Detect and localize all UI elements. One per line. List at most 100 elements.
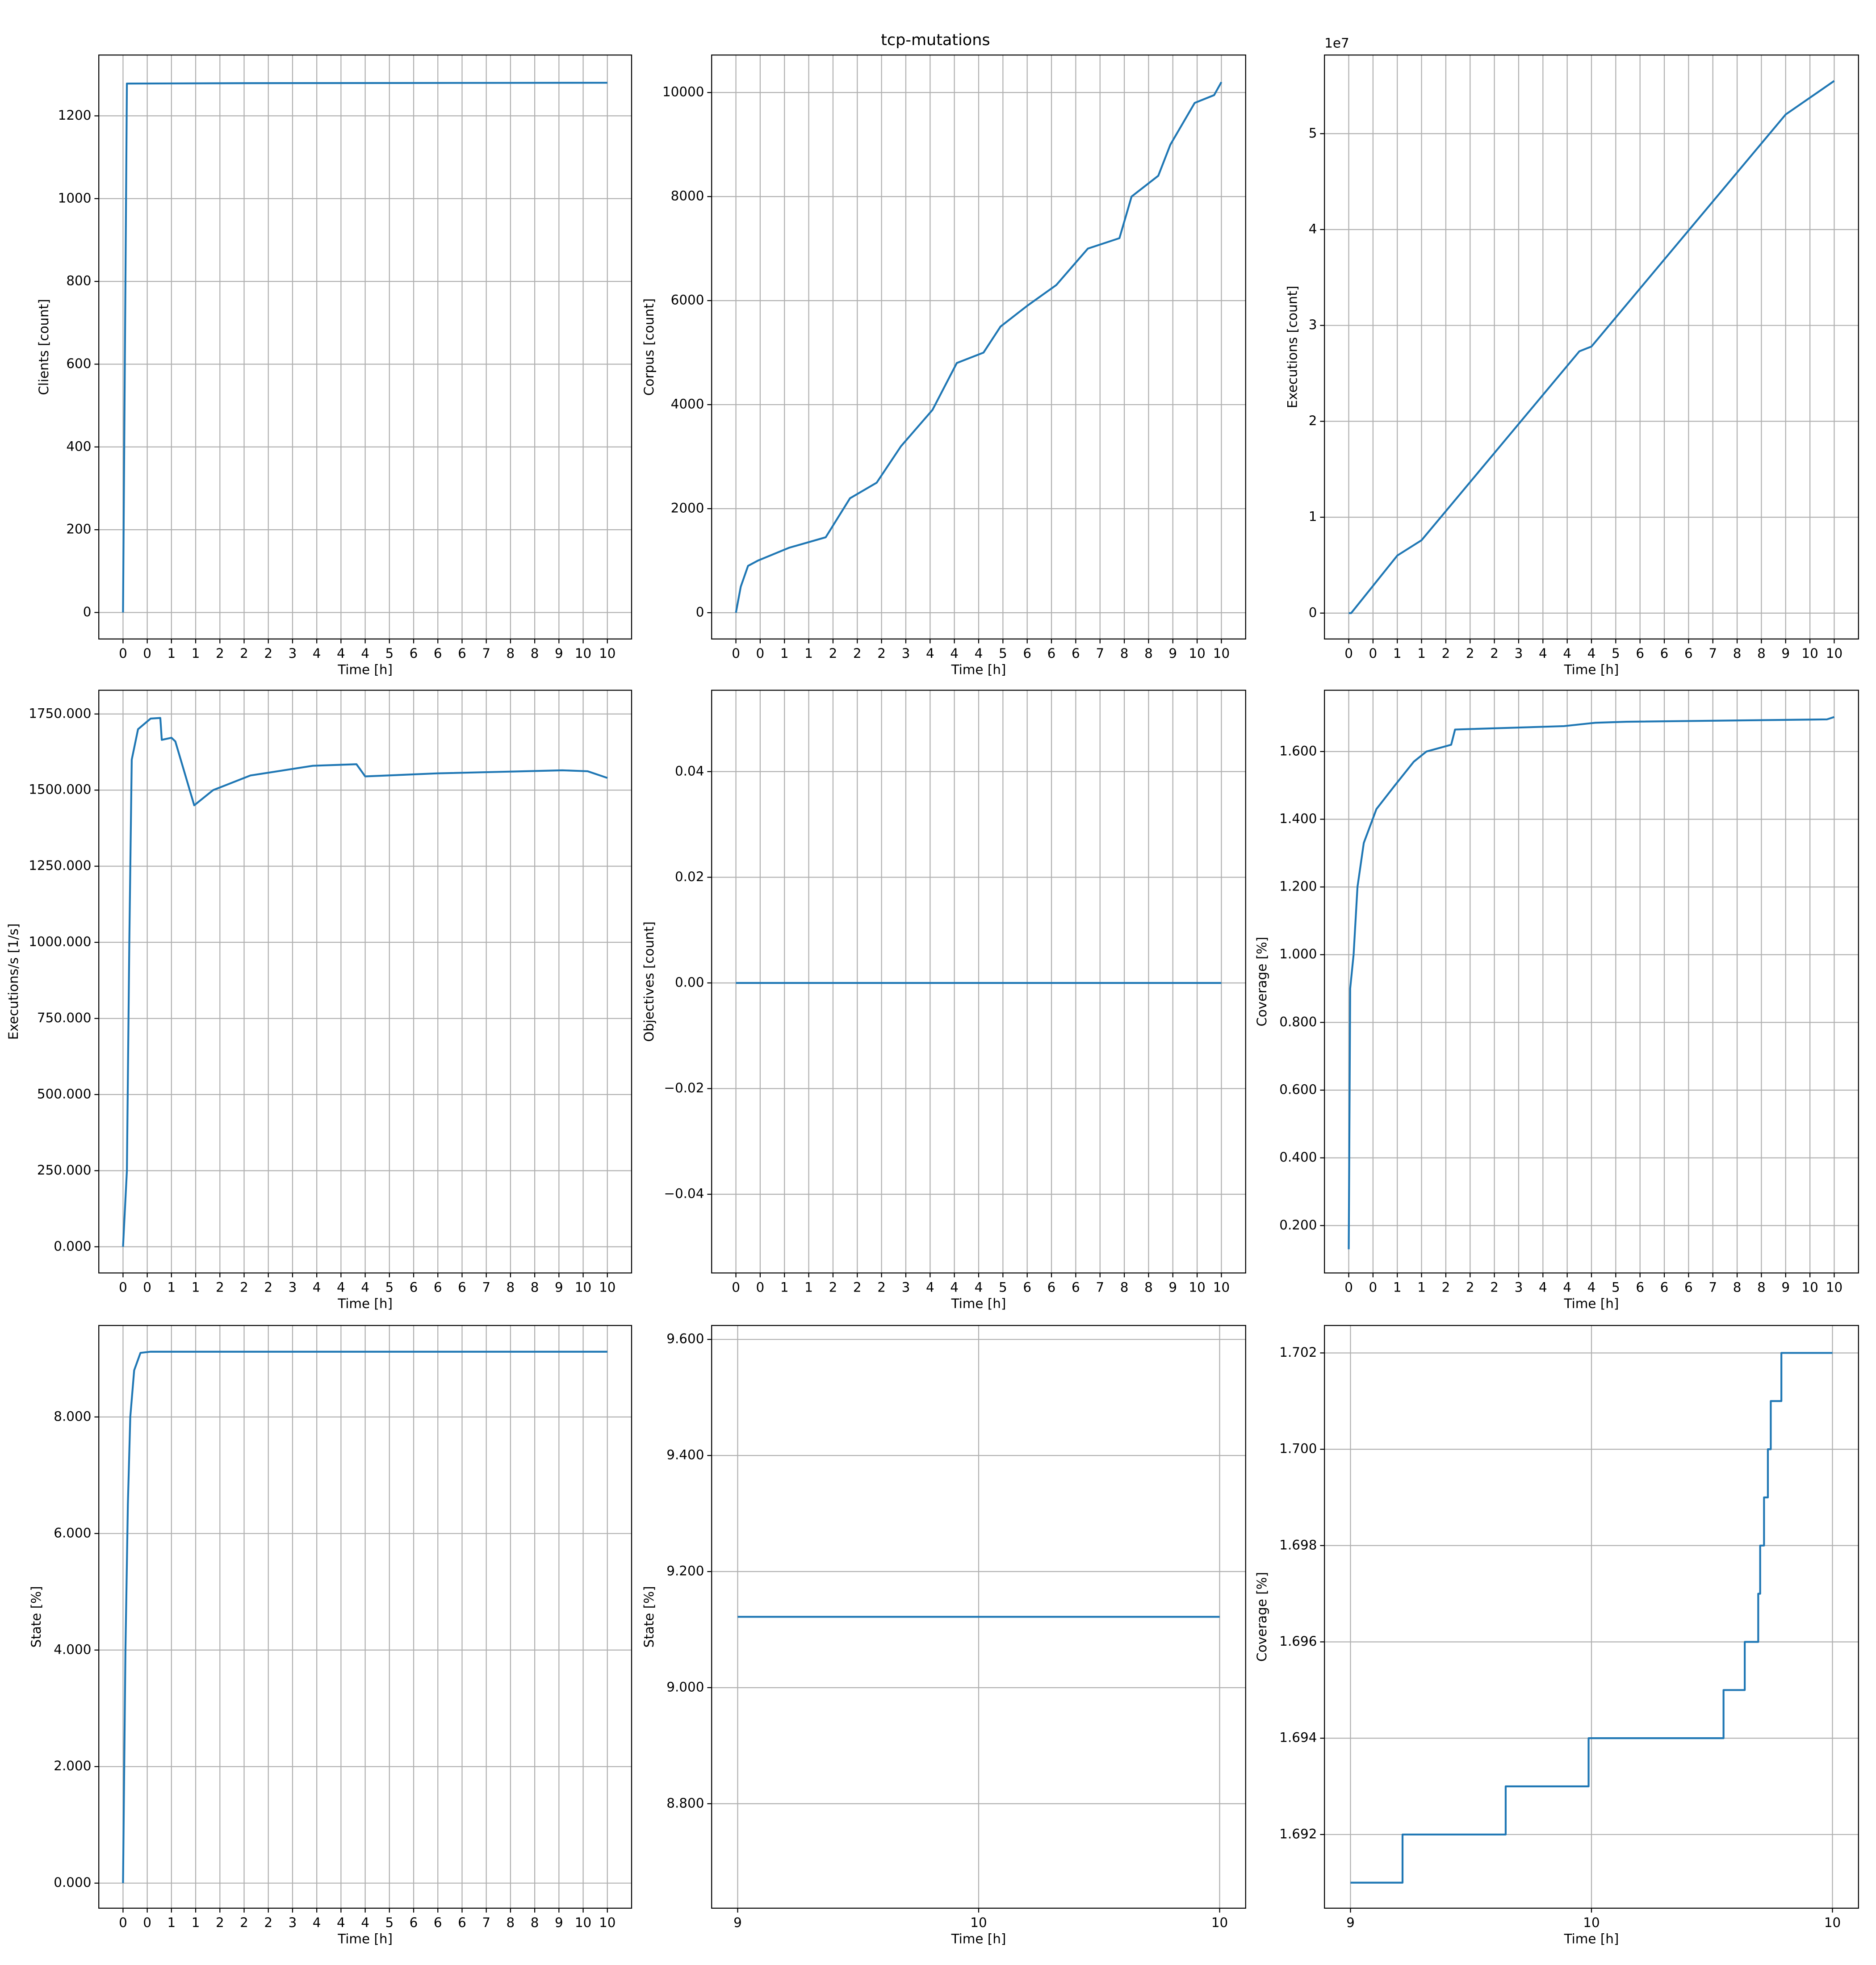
x-tick-label: 4 xyxy=(1563,646,1571,661)
x-tick-label: 6 xyxy=(458,646,466,661)
x-tick-label: 6 xyxy=(458,1279,466,1295)
y-tick-label: 1.600 xyxy=(1279,743,1317,758)
axes-frame xyxy=(1324,1325,1859,1909)
y-tick-label: 0 xyxy=(696,604,704,619)
y-axis-label: State [%] xyxy=(641,1586,657,1647)
y-tick-label: 1200 xyxy=(58,108,92,123)
x-tick-label: 1 xyxy=(804,1279,813,1295)
x-tick-label: 10 xyxy=(1213,646,1230,661)
y-tick-label: −0.02 xyxy=(664,1080,704,1095)
x-tick-label: 3 xyxy=(289,1915,297,1930)
x-tick-label: 4 xyxy=(313,646,321,661)
x-tick-label: 3 xyxy=(289,1279,297,1295)
x-tick-label: 9 xyxy=(733,1915,742,1930)
x-tick-label: 5 xyxy=(1612,1279,1620,1295)
data-line xyxy=(735,81,1223,613)
x-tick-label: 5 xyxy=(1612,646,1620,661)
x-tick-label: 6 xyxy=(410,1915,418,1930)
x-tick-label: 8 xyxy=(1733,646,1742,661)
x-tick-label: 0 xyxy=(143,1915,151,1930)
x-tick-label: 9 xyxy=(555,646,563,661)
y-tick-label: 250.000 xyxy=(37,1162,91,1178)
x-tick-label: 6 xyxy=(1660,1279,1669,1295)
y-tick-label: 600 xyxy=(66,356,91,371)
y-axis-label: Objectives [count] xyxy=(641,921,657,1042)
axes-frame xyxy=(98,690,632,1274)
x-tick-label: 1 xyxy=(168,646,176,661)
x-tick-label: 10 xyxy=(575,1279,591,1295)
x-tick-label: 4 xyxy=(950,1279,959,1295)
x-tick-label: 0 xyxy=(1344,646,1353,661)
x-axis-label: Time [h] xyxy=(337,1296,393,1311)
x-tick-label: 7 xyxy=(1708,1279,1717,1295)
y-tick-label: 200 xyxy=(66,522,91,537)
data-line xyxy=(122,1350,607,1883)
y-tick-label: 5 xyxy=(1309,125,1317,141)
x-tick-label: 0 xyxy=(1344,1279,1353,1295)
x-tick-label: 4 xyxy=(337,646,345,661)
y-tick-label: 0.400 xyxy=(1279,1150,1317,1165)
x-tick-label: 6 xyxy=(1636,646,1644,661)
y-tick-label: 1.400 xyxy=(1279,811,1317,826)
x-tick-label: 9 xyxy=(1168,646,1177,661)
x-tick-label: 6 xyxy=(410,646,418,661)
y-tick-label: 10000 xyxy=(662,84,704,100)
x-axis-label: Time [h] xyxy=(951,1296,1006,1311)
y-tick-label: 2000 xyxy=(671,501,704,516)
x-tick-label: 10 xyxy=(599,1915,616,1930)
y-tick-label: 1.698 xyxy=(1279,1537,1317,1552)
x-tick-label: 2 xyxy=(1442,646,1450,661)
x-tick-label: 2 xyxy=(264,1915,272,1930)
y-tick-label: 9.200 xyxy=(666,1564,704,1579)
x-tick-label: 4 xyxy=(361,646,369,661)
y-tick-label: 2.000 xyxy=(54,1758,91,1773)
x-tick-label: 1 xyxy=(1417,1279,1426,1295)
x-tick-label: 10 xyxy=(575,646,591,661)
x-tick-label: 6 xyxy=(1047,646,1056,661)
x-tick-label: 4 xyxy=(1587,1279,1596,1295)
x-axis-label: Time [h] xyxy=(1564,662,1619,677)
x-tick-label: 4 xyxy=(1539,646,1547,661)
x-tick-label: 10 xyxy=(1213,1279,1230,1295)
x-tick-label: 6 xyxy=(434,646,442,661)
x-tick-label: 6 xyxy=(1660,646,1669,661)
y-tick-label: 0 xyxy=(1309,605,1317,620)
x-tick-label: 6 xyxy=(1072,1279,1080,1295)
axes-frame xyxy=(711,1325,1246,1909)
x-tick-label: 0 xyxy=(119,646,127,661)
x-tick-label: 2 xyxy=(1442,1279,1450,1295)
x-tick-label: 2 xyxy=(240,1915,248,1930)
y-tick-label: 1000.000 xyxy=(29,934,91,949)
x-tick-label: 5 xyxy=(385,646,394,661)
y-tick-label: 750.000 xyxy=(37,1010,91,1025)
y-tick-label: 0.800 xyxy=(1279,1014,1317,1029)
x-tick-label: 2 xyxy=(216,1279,224,1295)
y-tick-label: 1750.000 xyxy=(29,706,91,721)
x-tick-label: 3 xyxy=(1515,1279,1523,1295)
x-tick-label: 10 xyxy=(599,1279,616,1295)
y-tick-label: 9.600 xyxy=(666,1331,704,1346)
x-tick-label: 4 xyxy=(926,1279,934,1295)
x-tick-label: 1 xyxy=(780,646,789,661)
axes-frame xyxy=(1324,54,1859,640)
data-line xyxy=(1348,716,1835,1250)
x-tick-label: 3 xyxy=(902,1279,910,1295)
x-tick-label: 6 xyxy=(1636,1279,1644,1295)
x-tick-label: 2 xyxy=(1490,646,1499,661)
x-tick-label: 1 xyxy=(168,1915,176,1930)
x-tick-label: 0 xyxy=(119,1279,127,1295)
y-tick-label: 8.800 xyxy=(666,1795,704,1810)
x-tick-label: 4 xyxy=(313,1279,321,1295)
y-tick-label: 1.694 xyxy=(1279,1730,1317,1745)
x-tick-label: 10 xyxy=(1189,1279,1205,1295)
x-tick-label: 10 xyxy=(1824,1915,1841,1930)
x-tick-label: 2 xyxy=(829,646,838,661)
x-tick-label: 2 xyxy=(216,1915,224,1930)
x-tick-label: 0 xyxy=(756,646,765,661)
x-tick-label: 0 xyxy=(756,1279,765,1295)
x-tick-label: 7 xyxy=(482,1915,490,1930)
x-tick-label: 7 xyxy=(1096,646,1104,661)
x-tick-label: 4 xyxy=(337,1915,345,1930)
